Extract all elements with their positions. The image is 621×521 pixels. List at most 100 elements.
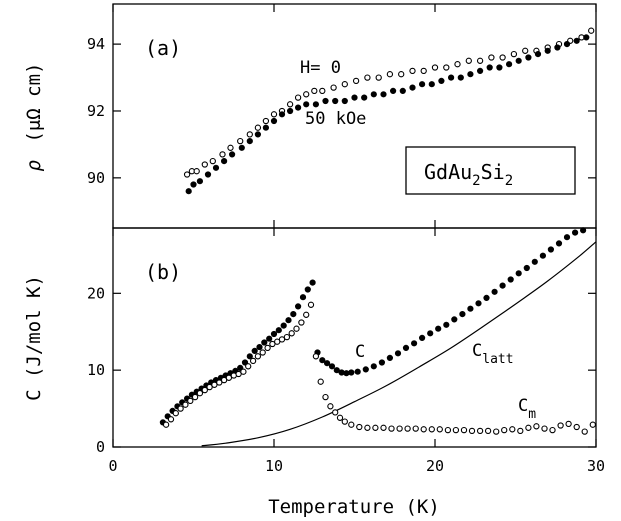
- annotation-c-latt-main: C: [472, 341, 482, 361]
- panel-b-open-point: [303, 311, 310, 318]
- panel-b-filled-point: [270, 330, 278, 338]
- panel-a-filled-point: [534, 50, 542, 58]
- panel-b-open-point: [581, 428, 588, 435]
- panel-a-filled-point: [583, 34, 590, 41]
- panel-b-open-point: [380, 424, 387, 431]
- panel-a-filled-point: [287, 107, 294, 115]
- panel-a-open-point: [386, 71, 394, 78]
- panel-b-ytick-label: 0: [96, 438, 105, 456]
- panel-a-open-point: [454, 61, 461, 68]
- panel-b-open-point: [201, 386, 208, 394]
- panel-a-open-point: [254, 124, 262, 131]
- panel-a-open-point: [219, 151, 226, 158]
- panel-a-open-point: [409, 67, 416, 75]
- compound-sub1: 2: [472, 173, 480, 189]
- panel-b-open-point: [278, 336, 286, 343]
- panel-a-filled-point: [303, 101, 310, 108]
- panel-a-filled-point: [370, 91, 377, 98]
- panel-a-open-point: [375, 74, 382, 81]
- panel-b-open-point: [533, 423, 540, 430]
- panel-b-ticks: 0 10 20 0 10 20 30: [87, 228, 605, 475]
- panel-a-open-point: [443, 64, 450, 71]
- panel-b-open-point: [225, 374, 233, 381]
- panel-b-filled-point: [435, 325, 442, 332]
- panel-a-filled-point: [332, 97, 339, 105]
- panel-b-filled-point: [256, 344, 263, 351]
- panel-b-filled-point: [280, 322, 287, 329]
- x-axis-title: Temperature (K): [268, 496, 440, 518]
- panel-a-open-point: [522, 47, 529, 54]
- panel-b-open-point: [167, 416, 175, 423]
- panel-a-open-point: [398, 71, 405, 78]
- panel-b-open-point: [573, 423, 580, 431]
- panel-b-filled-point: [370, 363, 377, 370]
- panel-b-label: (b): [145, 260, 181, 284]
- panel-b-open-point: [517, 427, 524, 435]
- x-tick-label: 0: [108, 457, 117, 475]
- x-tick-label: 20: [426, 457, 444, 475]
- panel-b-open-point: [235, 370, 242, 378]
- panel-a-filled-point: [196, 178, 203, 185]
- compound-base: GdAu: [424, 160, 472, 184]
- panel-b-filled-point: [539, 252, 547, 259]
- panel-b-filled-point: [309, 279, 316, 286]
- panel-b-filled-point: [348, 369, 355, 376]
- panel-b-filled-point: [483, 294, 490, 302]
- panel-a-filled-point: [254, 131, 261, 138]
- x-tick-label: 10: [265, 457, 283, 475]
- panel-b-open-point: [245, 363, 252, 370]
- panel-a-points: [183, 27, 595, 195]
- panel-a-filled-point: [399, 87, 406, 94]
- annotation-c-m-sub: m: [528, 407, 536, 422]
- panel-b-filled-point: [475, 300, 482, 307]
- panel-b-filled-point: [571, 229, 579, 236]
- panel-a-label: (a): [145, 36, 181, 60]
- panel-a-filled-point: [295, 104, 302, 111]
- panel-b-points: [159, 227, 596, 435]
- panel-b-open-point: [206, 383, 213, 391]
- panel-a-open-point: [227, 144, 234, 151]
- panel-a-filled-point: [322, 97, 329, 105]
- panel-b-open-point: [476, 427, 484, 435]
- panel-b-filled-point: [251, 347, 258, 355]
- panel-b-filled-point: [266, 335, 273, 342]
- annotation-c-m-main: C: [518, 396, 528, 416]
- panel-a-filled-point: [212, 164, 220, 171]
- panel-b-open-point: [249, 357, 257, 365]
- c-latt-curve: [201, 241, 597, 447]
- annotation-c-latt: Clatt: [472, 341, 514, 367]
- panel-a-open-point: [476, 57, 484, 64]
- panel-b-filled-point: [354, 368, 361, 375]
- compound-label: GdAu2Si2: [424, 160, 513, 189]
- panel-a-filled-point: [457, 74, 464, 81]
- panel-b-filled-point: [467, 305, 474, 312]
- panel-b-filled-point: [419, 334, 426, 342]
- panel-b-open-point: [436, 426, 443, 433]
- panel-b-filled-point: [499, 282, 506, 289]
- panel-a-filled-point: [229, 151, 236, 158]
- panel-b-open-point: [428, 426, 435, 433]
- panel-b-ylabel: C (J/mol K): [23, 275, 45, 401]
- panel-a-ylabel-unit: (μΩ cm): [23, 63, 45, 143]
- annotation-h0: H= 0: [300, 58, 341, 78]
- panel-b-open-point: [356, 423, 363, 431]
- panel-b-open-point: [211, 381, 218, 388]
- panel-a-open-point: [303, 91, 310, 98]
- panel-a-filled-point: [525, 54, 532, 61]
- panel-b-filled-point: [394, 350, 402, 357]
- panel-a-open-point: [431, 64, 439, 71]
- panel-a-open-point: [352, 77, 360, 85]
- panel-a-ylabel: ρ (μΩ cm): [23, 63, 45, 172]
- panel-a-filled-point: [438, 77, 445, 84]
- panel-b-filled-point: [362, 366, 369, 373]
- panel-b-open-point: [274, 338, 281, 345]
- panel-a-open-point: [488, 54, 495, 61]
- compound-mid: Si: [481, 160, 505, 184]
- panel-a-filled-point: [262, 124, 270, 131]
- panel-b-open-point: [364, 424, 371, 431]
- panel-b-filled-point: [290, 311, 297, 318]
- panel-a-filled-point: [563, 40, 571, 48]
- panel-a-open-point: [420, 67, 427, 75]
